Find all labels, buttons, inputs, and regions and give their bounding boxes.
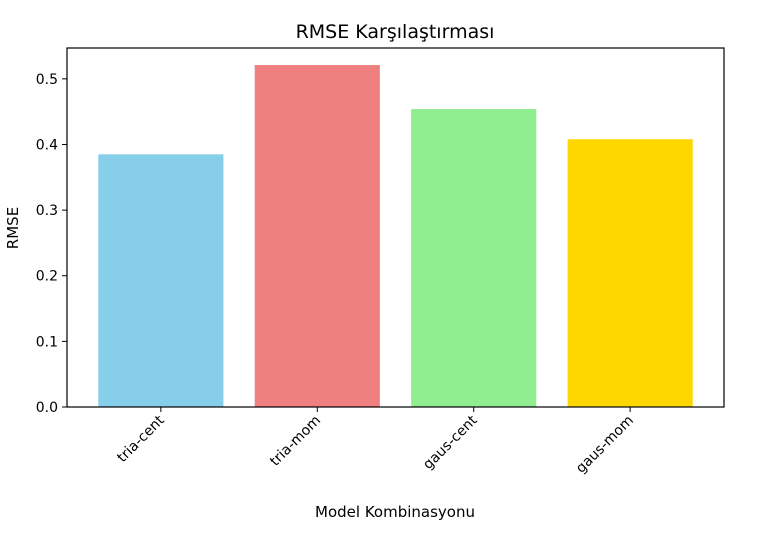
bar-tria-mom: [254, 65, 380, 407]
bar-gaus-mom: [567, 139, 693, 407]
y-tick-label: 0.0: [36, 400, 58, 416]
bar-tria-cent: [98, 154, 224, 407]
y-axis: 0.0 0.1 0.2 0.3 0.4 0.5: [36, 72, 67, 416]
y-axis-label: RMSE: [4, 207, 22, 249]
x-axis: tria-cent tria-mom gaus-cent gaus-mom: [114, 407, 637, 477]
y-tick-label: 0.4: [36, 137, 58, 153]
plot-frame: [66, 47, 725, 408]
bar-gaus-cent: [411, 109, 537, 407]
y-tick-label: 0.2: [36, 269, 58, 285]
x-axis-label: Model Kombinasyonu: [315, 503, 475, 521]
y-tick-label: 0.3: [36, 203, 58, 219]
x-tick-label: tria-mom: [267, 413, 324, 470]
bars-group: [98, 65, 693, 407]
y-tick-label: 0.5: [36, 72, 58, 88]
x-tick-label: gaus-mom: [573, 413, 637, 477]
chart-title: RMSE Karşılaştırması: [296, 21, 495, 43]
x-tick-label: gaus-cent: [420, 412, 481, 473]
x-tick-label: tria-cent: [114, 412, 168, 466]
y-tick-label: 0.1: [36, 334, 58, 350]
